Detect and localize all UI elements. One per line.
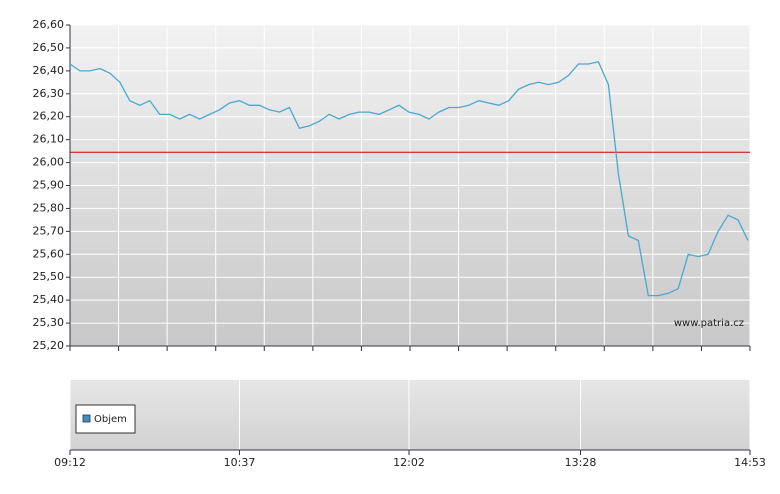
x-tick-label: 12:02 bbox=[393, 456, 425, 469]
y-tick-label: 25,20 bbox=[33, 339, 65, 352]
x-tick-label: 13:28 bbox=[565, 456, 597, 469]
y-tick-label: 25,90 bbox=[33, 179, 65, 192]
x-tick-label: 10:37 bbox=[224, 456, 256, 469]
x-tick-label: 14:53 bbox=[734, 456, 766, 469]
price-line bbox=[69, 60, 749, 297]
y-tick-label: 26,30 bbox=[33, 87, 65, 100]
y-tick-label: 25,70 bbox=[33, 224, 65, 237]
y-tick-label: 26,50 bbox=[33, 41, 65, 54]
watermark: www.patria.cz bbox=[674, 318, 744, 329]
y-tick-label: 26,40 bbox=[33, 64, 65, 77]
y-tick-label: 26,00 bbox=[33, 156, 65, 169]
y-tick-label: 26,20 bbox=[33, 110, 65, 123]
y-tick-label: 25,80 bbox=[33, 201, 65, 214]
y-tick-label: 26,60 bbox=[33, 18, 65, 31]
volume-area bbox=[70, 380, 750, 450]
x-tick-label: 09:12 bbox=[54, 456, 86, 469]
y-tick-label: 25,50 bbox=[33, 270, 65, 283]
y-tick-label: 26,10 bbox=[33, 133, 65, 146]
y-tick-label: 25,30 bbox=[33, 316, 65, 329]
y-tick-label: 25,40 bbox=[33, 293, 65, 306]
y-tick-label: 25,60 bbox=[33, 247, 65, 260]
legend-swatch bbox=[82, 414, 91, 423]
legend-label: Objem bbox=[94, 414, 127, 425]
